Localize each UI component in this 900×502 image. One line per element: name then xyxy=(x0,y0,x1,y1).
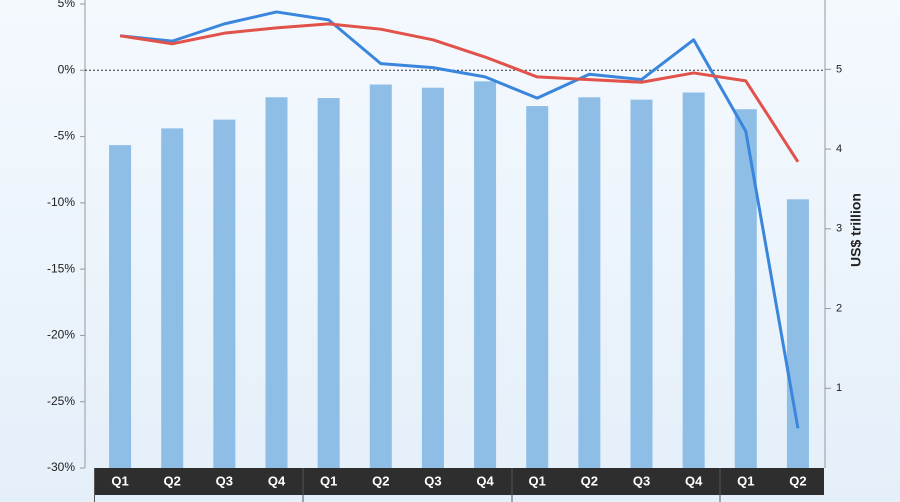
y-tick-label: -30% xyxy=(47,460,75,474)
group-separators xyxy=(94,468,721,502)
y-tick-label: -15% xyxy=(47,261,75,275)
x-tick-label: Q2 xyxy=(789,473,806,488)
y2-tick-label: 5 xyxy=(836,63,842,75)
y-tick-label: -20% xyxy=(47,328,75,342)
y2-tick-label: 1 xyxy=(836,382,842,394)
x-axis-band xyxy=(94,468,824,495)
bar xyxy=(213,119,236,468)
y-tick-label: -10% xyxy=(47,195,75,209)
x-tick-label: Q2 xyxy=(581,473,598,488)
x-tick-label: Q4 xyxy=(476,473,494,488)
x-tick-label: Q3 xyxy=(633,473,650,488)
y-tick-label: -25% xyxy=(47,394,75,408)
x-tick-label: Q4 xyxy=(268,473,286,488)
bar xyxy=(161,128,184,468)
bar xyxy=(317,98,340,469)
bar xyxy=(421,87,444,469)
bar xyxy=(474,81,497,468)
y2-tick-label: 4 xyxy=(836,143,842,155)
bar xyxy=(369,84,392,468)
x-tick-label: Q1 xyxy=(111,473,128,488)
y2-tick-label: 3 xyxy=(836,223,842,235)
y2-axis-title: US$ trillion xyxy=(848,193,864,267)
y-tick-label: 5% xyxy=(58,0,76,10)
x-tick-label: Q1 xyxy=(320,473,337,488)
bar xyxy=(682,92,705,468)
y2-tick-label: 2 xyxy=(836,302,842,314)
y-tick-label: -5% xyxy=(54,129,76,143)
bar xyxy=(526,106,549,469)
x-tick-label: Q4 xyxy=(685,473,703,488)
x-tick-label: Q3 xyxy=(424,473,441,488)
bar xyxy=(734,109,757,468)
x-tick-label: Q3 xyxy=(216,473,233,488)
bar xyxy=(109,145,132,468)
bar xyxy=(578,97,601,468)
bar xyxy=(265,97,288,468)
bar xyxy=(630,99,653,468)
line xyxy=(119,10,800,429)
x-tick-label: Q2 xyxy=(164,473,181,488)
x-tick-label: Q1 xyxy=(737,473,754,488)
y-tick-label: 0% xyxy=(58,62,76,76)
x-tick-label: Q1 xyxy=(529,473,546,488)
x-tick-label: Q2 xyxy=(372,473,389,488)
line xyxy=(119,22,800,163)
